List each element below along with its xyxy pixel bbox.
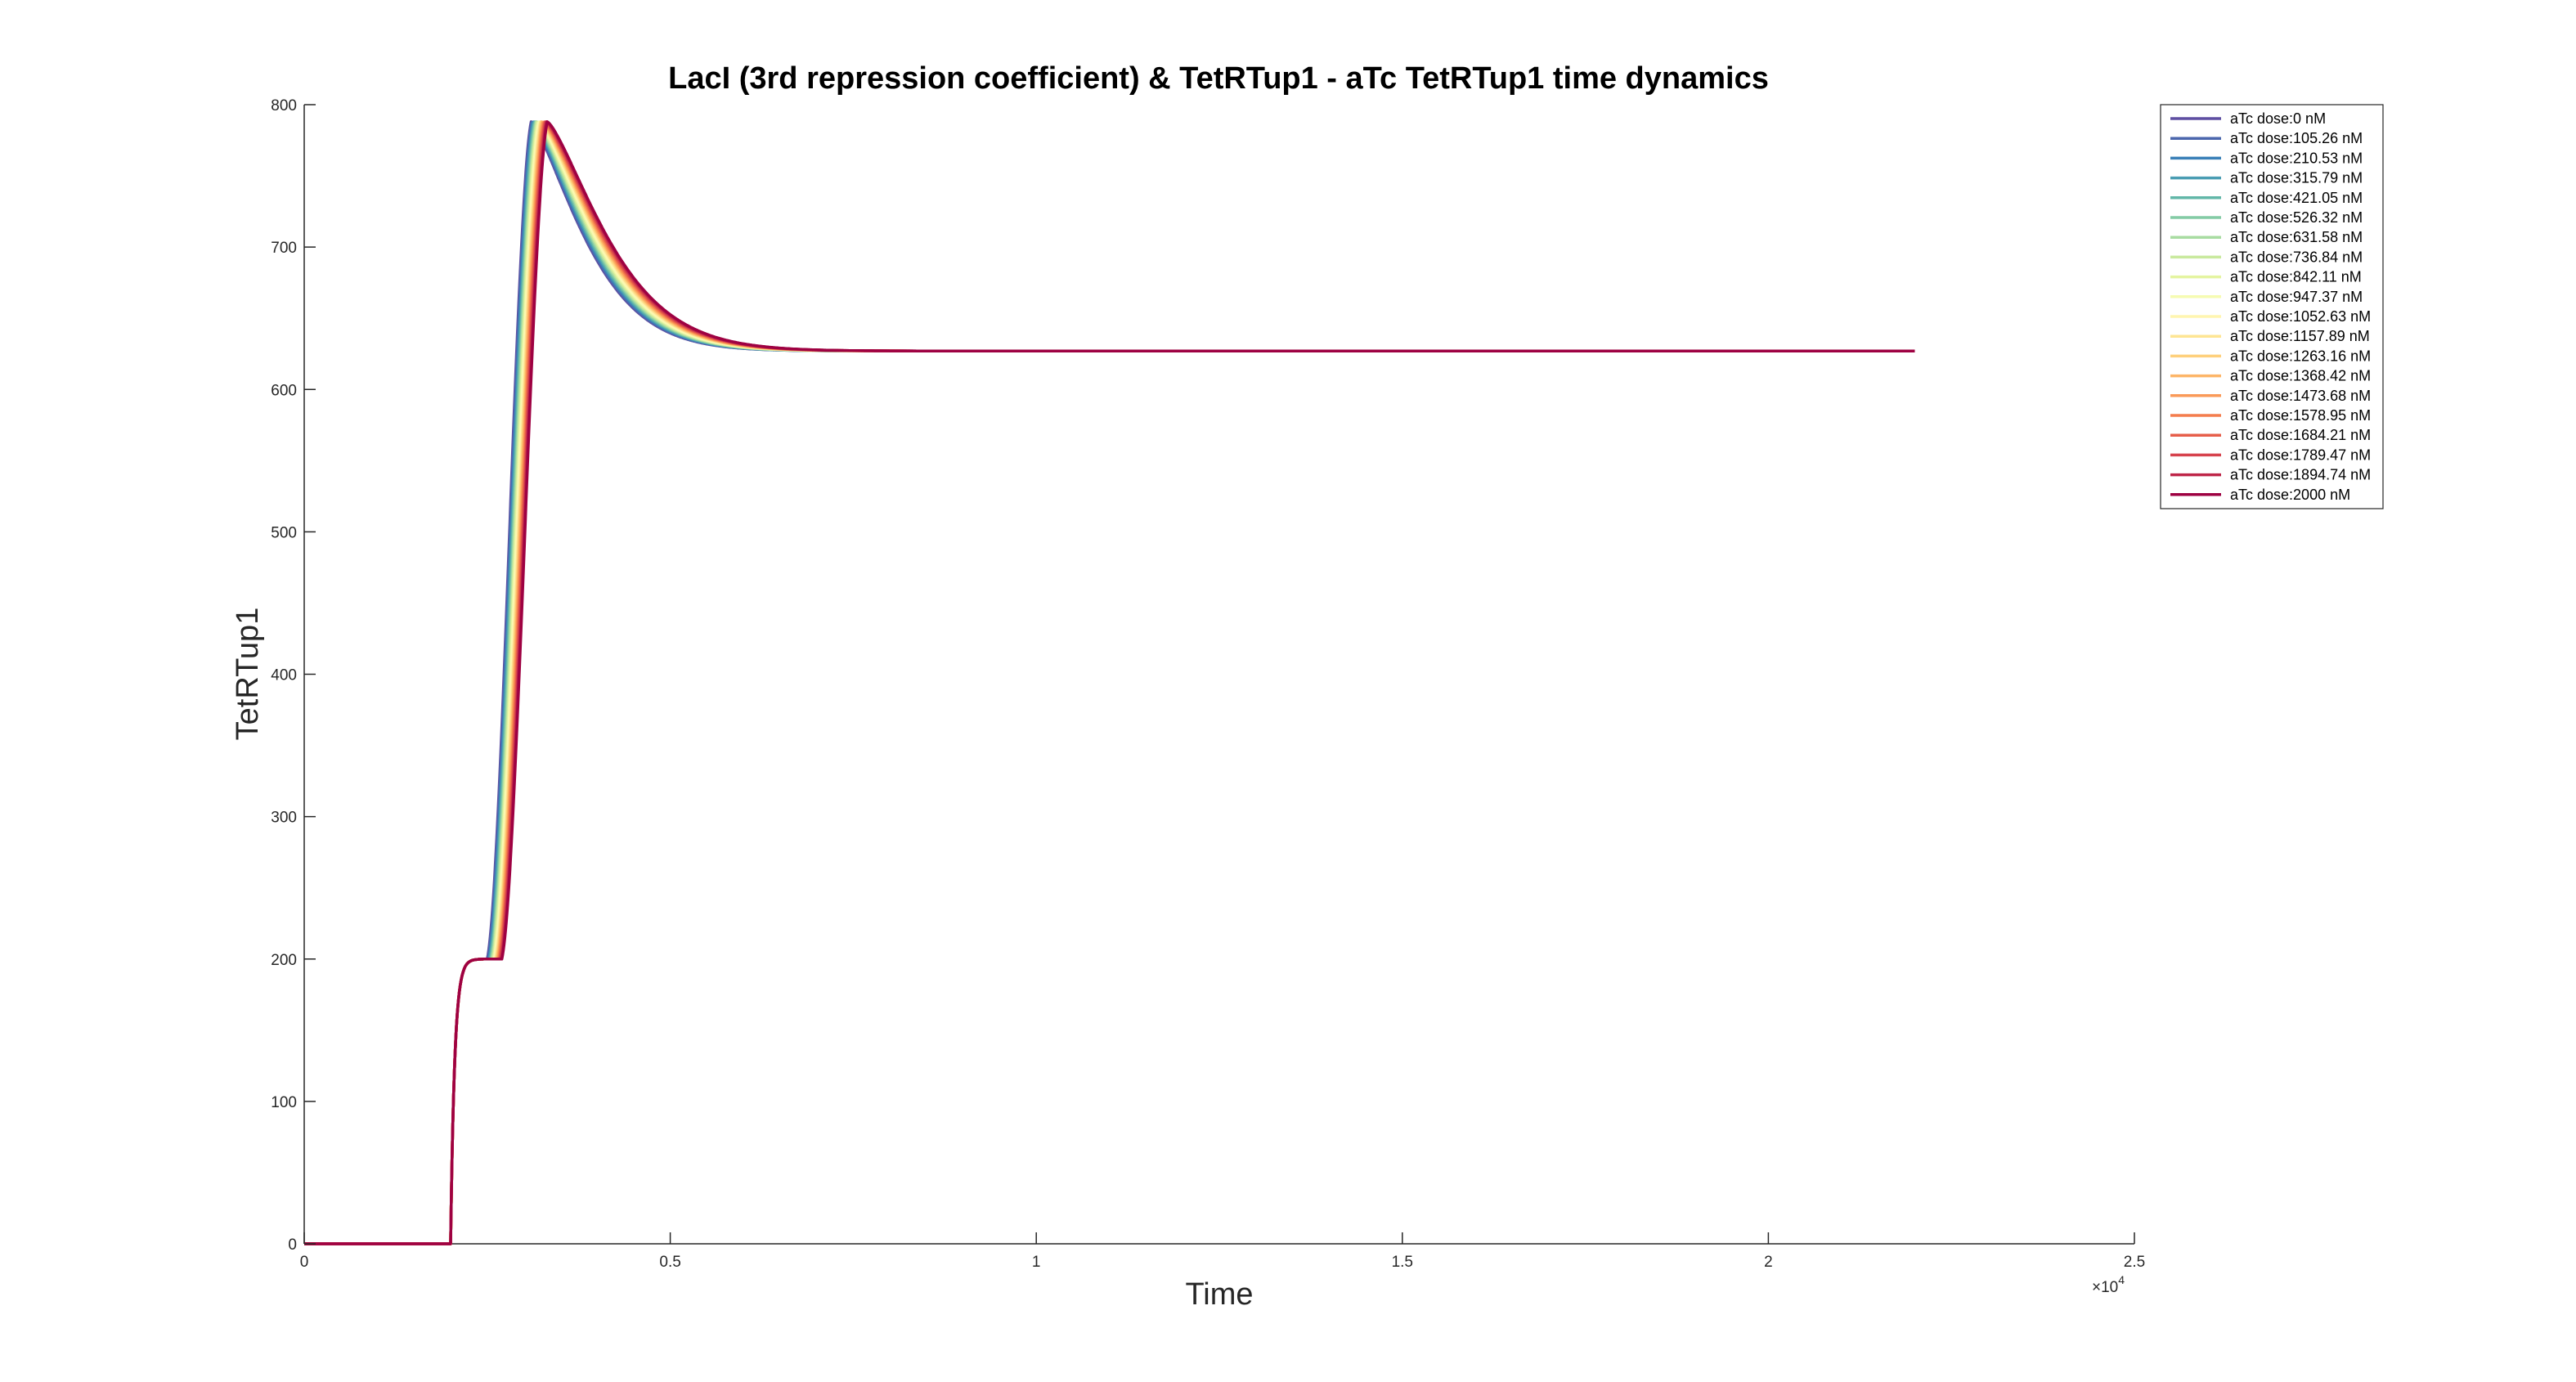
y-tick-label: 300 xyxy=(271,810,297,827)
series-line xyxy=(303,120,1915,1245)
series-line xyxy=(303,120,1915,1245)
legend: aTc dose:0 nM aTc dose:105.26 nM aTc dose:… xyxy=(2160,104,2384,509)
legend-label: aTc dose:210.53 nM xyxy=(2230,150,2363,166)
series-line xyxy=(303,120,1915,1245)
series-line xyxy=(303,120,1915,1245)
y-tick-label: 400 xyxy=(271,667,297,684)
series-line xyxy=(303,120,1915,1245)
x-tick-label: 0.5 xyxy=(659,1254,680,1271)
legend-label: aTc dose:0 nM xyxy=(2230,110,2326,127)
x-tick-label: 0 xyxy=(300,1254,309,1271)
y-tick-label: 200 xyxy=(271,952,297,969)
legend-label: aTc dose:1473.68 nM xyxy=(2230,388,2371,404)
series-line xyxy=(303,120,1915,1245)
series-line xyxy=(303,120,1915,1245)
legend-label: aTc dose:1157.89 nM xyxy=(2230,328,2370,344)
y-tick-label: 600 xyxy=(271,382,297,399)
legend-items: aTc dose:0 nM aTc dose:105.26 nM aTc dose:… xyxy=(2170,110,2371,503)
legend-label: aTc dose:1789.47 nM xyxy=(2230,446,2371,463)
legend-label: aTc dose:1684.21 nM xyxy=(2230,427,2371,443)
legend-label: aTc dose:1578.95 nM xyxy=(2230,407,2371,424)
legend-label: aTc dose:1368.42 nM xyxy=(2230,368,2371,384)
y-tick-label: 700 xyxy=(271,240,297,257)
x-exponent-power: 4 xyxy=(2118,1273,2125,1286)
plot-area: 0 0.5 1 1.5 2 2.5 0 100 200 300 400 500 600 700 800 xyxy=(271,97,2145,1271)
chart-title: LacI (3rd repression coefficient) & TetR… xyxy=(668,61,1769,96)
legend-label: aTc dose:842.11 nM xyxy=(2230,269,2362,285)
x-tick-label: 1 xyxy=(1032,1254,1041,1271)
series-line xyxy=(303,120,1915,1245)
y-tick-label: 100 xyxy=(271,1094,297,1111)
series-lines xyxy=(303,120,1915,1245)
legend-label: aTc dose:526.32 nM xyxy=(2230,209,2363,226)
legend-label: aTc dose:315.79 nM xyxy=(2230,170,2363,186)
legend-box xyxy=(2160,104,2384,509)
series-line xyxy=(303,120,1915,1245)
legend-label: aTc dose:105.26 nM xyxy=(2230,130,2363,146)
legend-label: aTc dose:1052.63 nM xyxy=(2230,308,2371,325)
series-line xyxy=(303,120,1915,1245)
x-tick-label: 2 xyxy=(1764,1254,1773,1271)
x-axis-title: Time xyxy=(1185,1277,1253,1312)
series-line xyxy=(303,120,1915,1245)
y-axis-title: TetRTup1 xyxy=(231,608,265,741)
series-line xyxy=(303,120,1915,1245)
x-axis-exponent: ×104 xyxy=(2092,1273,2125,1296)
series-line xyxy=(303,120,1915,1245)
legend-label: aTc dose:1263.16 nM xyxy=(2230,348,2371,364)
x-tick-label: 2.5 xyxy=(2124,1254,2145,1271)
y-ticks: 0 100 200 300 400 500 600 700 800 xyxy=(271,97,316,1254)
series-line xyxy=(303,120,1915,1245)
legend-label: aTc dose:947.37 nM xyxy=(2230,289,2363,305)
series-line xyxy=(303,120,1915,1245)
series-line xyxy=(303,120,1915,1245)
y-tick-label: 800 xyxy=(271,97,297,114)
y-tick-label: 0 xyxy=(288,1236,297,1254)
y-tick-label: 500 xyxy=(271,524,297,541)
legend-label: aTc dose:1894.74 nM xyxy=(2230,467,2371,483)
x-tick-label: 1.5 xyxy=(1392,1254,1413,1271)
legend-label: aTc dose:421.05 nM xyxy=(2230,190,2363,206)
legend-label: aTc dose:631.58 nM xyxy=(2230,229,2363,245)
x-exponent-base: ×10 xyxy=(2092,1279,2118,1296)
series-line xyxy=(303,120,1915,1245)
legend-label: aTc dose:2000 nM xyxy=(2230,487,2350,503)
series-line xyxy=(303,120,1915,1245)
series-line xyxy=(303,120,1915,1245)
x-ticks: 0 0.5 1 1.5 2 2.5 xyxy=(300,1232,2145,1271)
series-line xyxy=(303,120,1915,1245)
legend-label: aTc dose:736.84 nM xyxy=(2230,249,2363,265)
